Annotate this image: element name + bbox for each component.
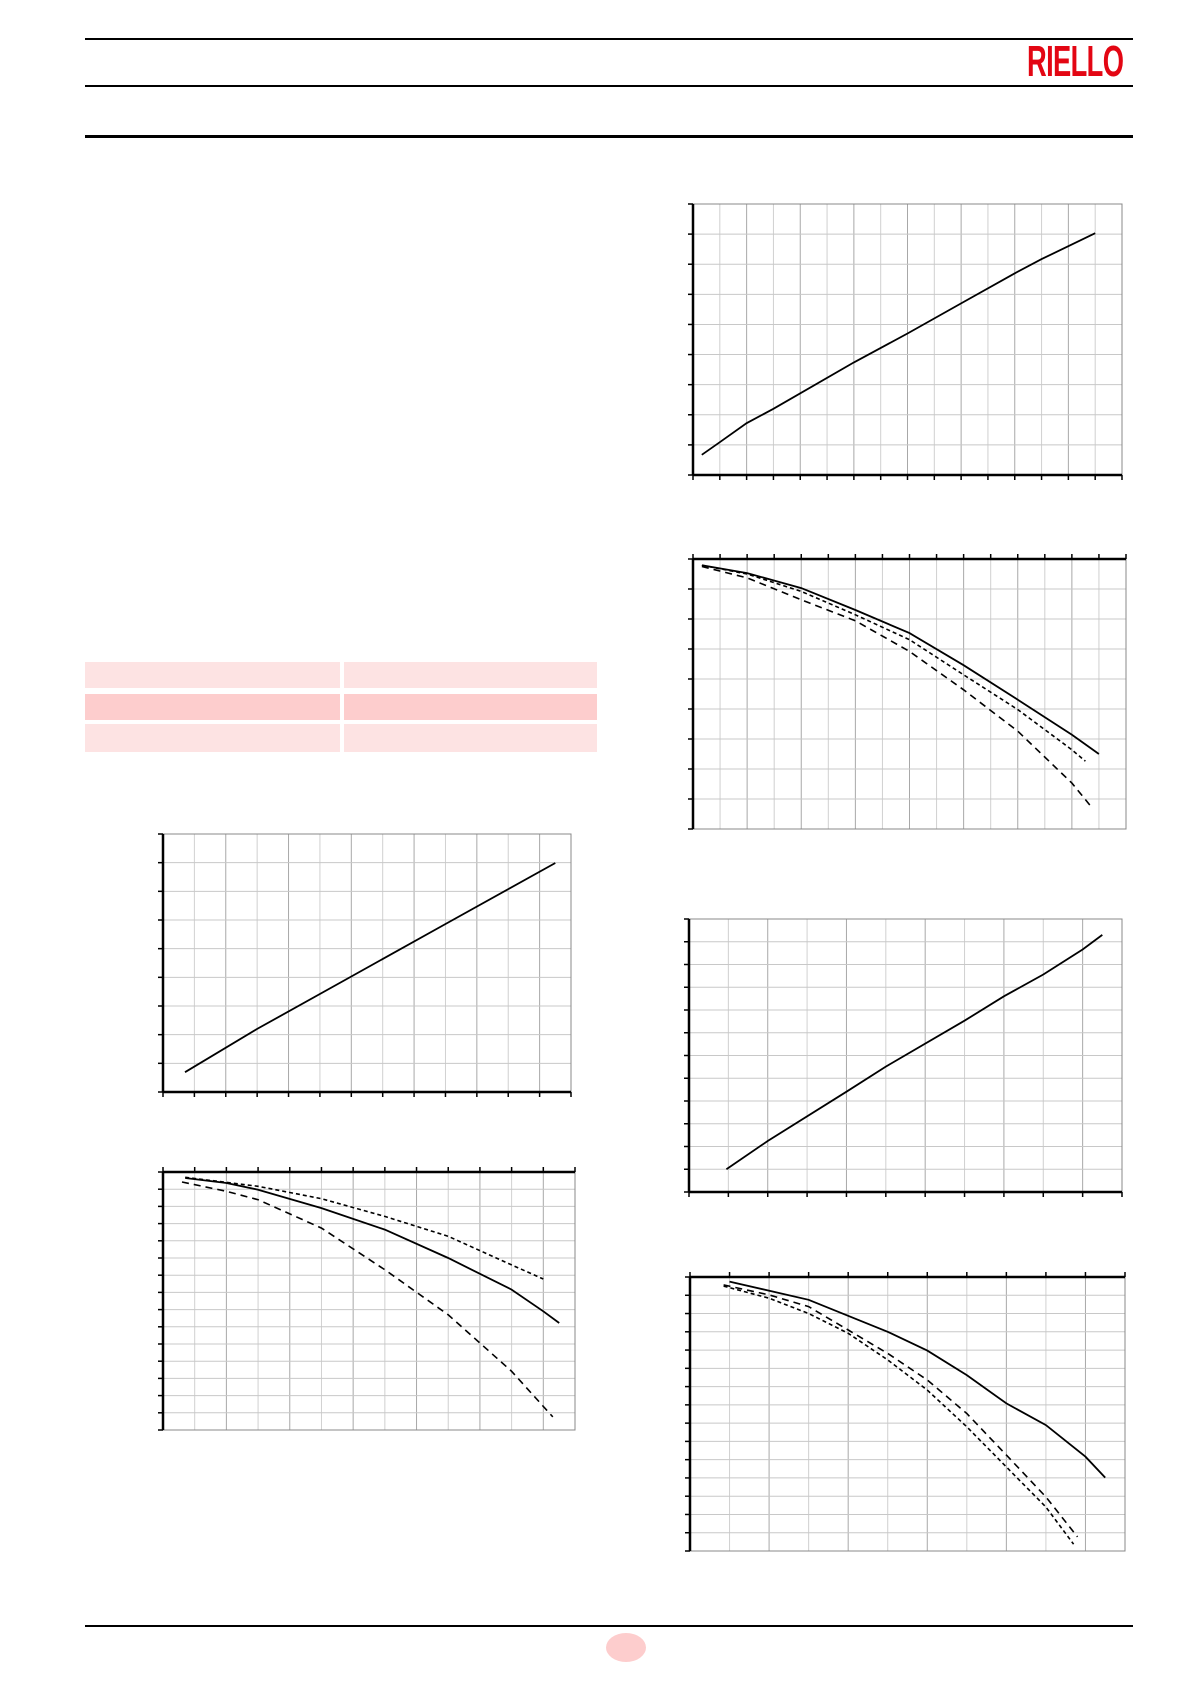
series-line-dotted [701,564,1086,762]
header-rule-middle [85,85,1133,87]
header-rule-top [85,38,1133,40]
series-line-solid [701,564,1100,755]
series-line-solid [701,232,1096,456]
table-cell [85,694,340,720]
chart-5 [684,918,1123,1197]
page-number-badge [606,1633,646,1662]
series-line-solid [725,934,1103,1171]
series-line-dashed [723,1284,1079,1538]
series-line-dotted [723,1285,1075,1545]
chart-4 [158,1167,576,1431]
plot-frame [162,1171,576,1431]
chart-3 [158,833,572,1097]
series-line-solid [185,1177,560,1324]
table-cell [344,694,597,720]
plot-frame [162,833,572,1093]
logo-text: RIELLO [1027,37,1124,86]
table-cell [85,662,340,688]
series-line-dotted [185,1176,544,1280]
table-cell [344,662,597,688]
series-line-solid [729,1280,1106,1479]
riello-logo: RIELLO [1027,37,1133,86]
header-rule-bottom [85,135,1133,138]
footer-rule [85,1625,1133,1627]
table-cell [85,724,340,752]
series-line-dashed [701,565,1092,807]
series-line-solid [184,862,556,1073]
chart-6 [685,1272,1126,1552]
table-cell [344,724,597,752]
chart-2 [688,554,1127,830]
series-line-dashed [181,1181,554,1418]
chart-1 [688,203,1123,480]
plot-frame [689,1276,1126,1552]
